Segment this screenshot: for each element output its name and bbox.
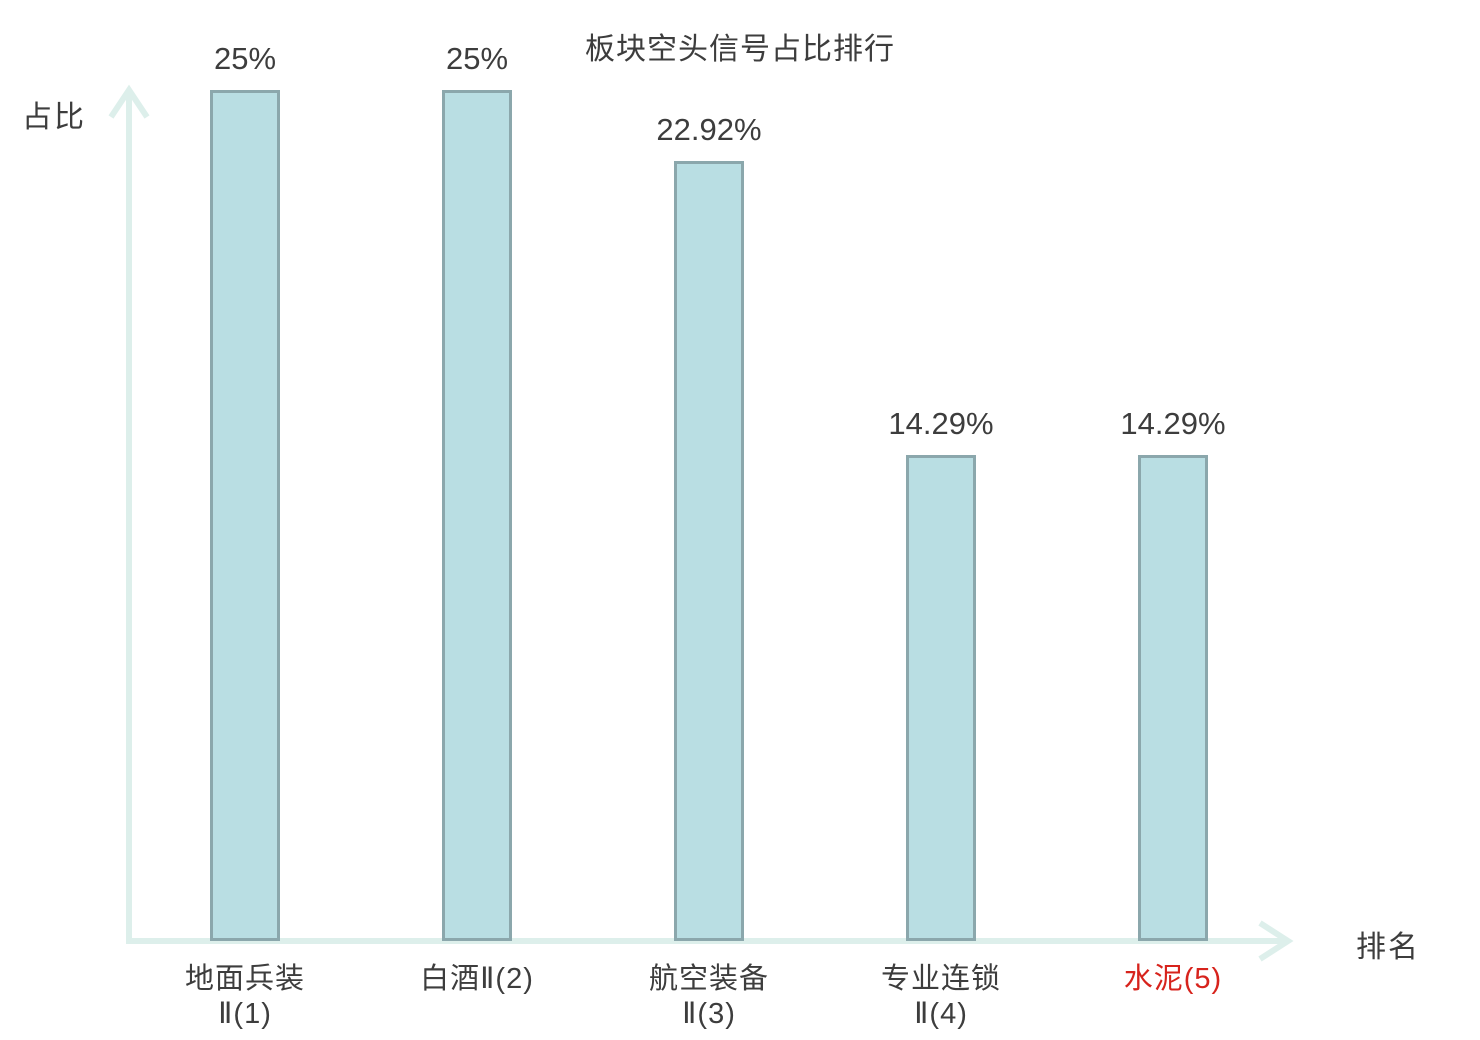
x-axis-arrow-icon xyxy=(1258,920,1294,962)
bar-value-label: 14.29% xyxy=(1120,406,1226,441)
bar xyxy=(1138,455,1208,941)
bar xyxy=(442,90,512,941)
bar-value-label: 25% xyxy=(213,41,277,76)
chart-title: 板块空头信号占比排行 xyxy=(585,33,895,66)
bar-value-label: 25% xyxy=(445,41,509,76)
bar-value-label: 22.92% xyxy=(656,112,762,147)
x-axis-label: 排名 xyxy=(1356,931,1420,964)
bar-category-label: 地面兵装 Ⅱ(1) xyxy=(184,963,305,1030)
y-axis-label: 占比 xyxy=(22,101,86,134)
y-axis xyxy=(108,84,150,941)
bar-category-label: 专业连锁 Ⅱ(4) xyxy=(880,963,1001,1030)
bar-category-label: 航空装备 Ⅱ(3) xyxy=(648,963,769,1030)
bar xyxy=(674,161,744,941)
bar xyxy=(210,90,280,941)
bar-category-label: 水泥(5) xyxy=(1123,963,1223,995)
bar xyxy=(906,455,976,941)
bar-category-label: 白酒Ⅱ(2) xyxy=(420,963,534,995)
bar-value-label: 14.29% xyxy=(888,406,994,441)
y-axis-arrow-icon xyxy=(108,84,150,119)
